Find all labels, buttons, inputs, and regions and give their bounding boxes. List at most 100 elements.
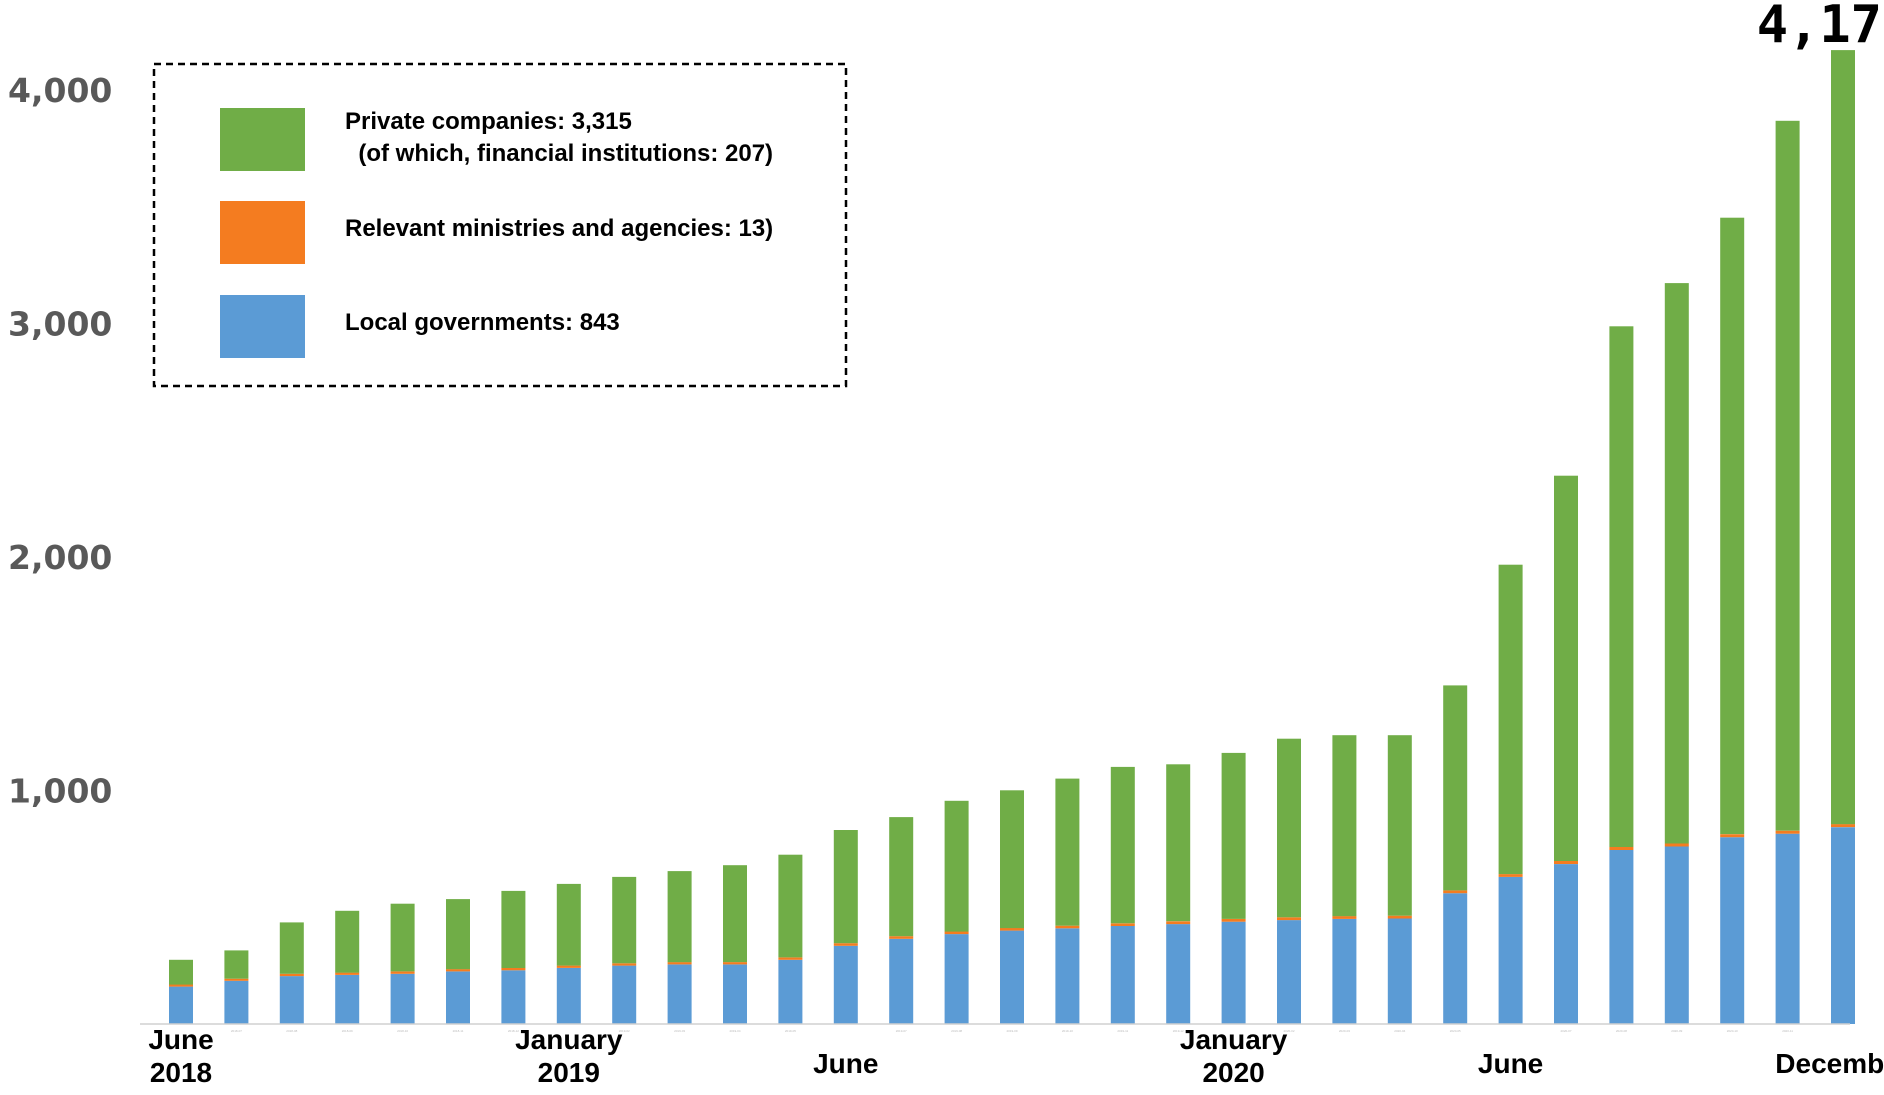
x-minor-tick-label: 2019-03 [674,1029,685,1033]
bar-private-2020-05 [1443,685,1468,891]
x-minor-tick-label: 2020-11 [1782,1029,1793,1033]
bar-ministries-2019-07 [889,936,914,939]
bar-private-2018-09 [335,910,360,973]
x-minor-tick-label: 2018-08 [286,1029,297,1033]
bar-local-2020-12 [1831,827,1855,1024]
x-minor-tick-label: 2020-03 [1339,1029,1350,1033]
bar-private-2020-12 [1831,50,1855,825]
legend-label-ministries: Relevant ministries and agencies: 13) [345,215,773,242]
bar-local-2020-11 [1775,833,1800,1024]
bar-private-2020-03 [1332,735,1357,917]
bar-local-2019-04 [723,964,747,1024]
bar-local-2018-09 [335,975,360,1024]
bar-ministries-2018-12 [501,968,526,971]
bar-ministries-2019-08 [944,931,969,935]
bar-private-2018-08 [279,922,304,974]
bar-local-2020-09 [1664,846,1689,1024]
x-minor-tick-label: 2018-11 [453,1029,464,1033]
bar-ministries-2020-03 [1332,916,1357,919]
bar-private-2019-01 [556,883,581,966]
bar-ministries-2020-01 [1221,918,1246,922]
legend-swatch-ministries [220,201,305,264]
bar-local-2019-07 [889,938,914,1024]
x-minor-tick-label: 2018-12 [508,1029,519,1033]
bar-ministries-2018-08 [279,973,304,977]
bar-local-2020-02 [1277,920,1301,1024]
bar-ministries-2018-11 [446,969,470,972]
bar-local-2018-07 [224,980,249,1024]
bar-local-2019-11 [1110,925,1135,1024]
x-tick-label: June [1478,1048,1543,1079]
bar-private-2019-11 [1110,766,1135,924]
bar-local-2020-01 [1221,921,1246,1024]
bar-ministries-2019-05 [778,957,803,960]
bar-private-2018-07 [224,950,249,979]
bar-local-2019-08 [944,934,969,1024]
x-minor-tick-label: 2020-05 [1450,1029,1461,1033]
bar-ministries-2020-04 [1387,915,1412,919]
bar-local-2019-10 [1055,928,1080,1024]
legend-swatch-private [220,108,305,171]
bar-local-2018-11 [446,971,470,1024]
bar-ministries-2019-02 [612,963,637,966]
bar-private-2020-07 [1554,475,1578,861]
bar-ministries-2019-03 [667,962,692,965]
x-minor-tick-label: 2020-10 [1727,1029,1738,1033]
bar-local-2018-06 [169,986,193,1024]
bar-private-2018-11 [446,899,470,970]
bar-ministries-2018-06 [169,984,193,987]
y-axis-ticks: 1,000 2,000 3,000 4,000 [8,71,112,811]
x-minor-tick-label: 2020-08 [1616,1029,1627,1033]
x-minor-tick-label: 2019-10 [1062,1029,1073,1033]
bar-local-2018-12 [501,970,526,1024]
bar-private-2020-06 [1498,564,1523,875]
bar-local-2019-05 [778,959,803,1024]
x-minor-tick-label: 2018-09 [342,1029,353,1033]
legend-swatch-local [220,295,305,358]
bar-local-2018-08 [279,976,304,1024]
bar-ministries-2020-12 [1831,824,1855,828]
x-minor-tick-label: 2019-05 [785,1029,796,1033]
bar-ministries-2020-02 [1277,917,1301,921]
bar-private-2020-10 [1720,217,1745,835]
bar-private-2019-02 [612,876,637,964]
y-tick-label: 4,000 [8,71,112,110]
bar-local-2020-04 [1387,918,1412,1024]
x-tick-label: January 2020 [1180,1024,1288,1088]
bar-local-2020-07 [1554,864,1578,1024]
bar-ministries-2019-01 [556,965,581,968]
bar-ministries-2018-10 [390,971,415,974]
bar-local-2019-03 [667,964,692,1024]
x-tick-label: June 2018 [148,1024,213,1088]
bar-private-2019-09 [1000,790,1024,929]
x-tick-label: December [1775,1048,1884,1079]
bar-local-2019-01 [556,968,581,1024]
bar-ministries-2018-09 [335,972,360,975]
bar-private-2019-04 [723,865,747,963]
bar-ministries-2020-05 [1443,890,1468,894]
y-tick-label: 3,000 [8,305,112,344]
bar-private-2019-12 [1166,764,1191,922]
bar-private-2020-08 [1609,326,1634,847]
bar-ministries-2020-09 [1664,843,1689,847]
x-minor-tick-label: 2018-07 [231,1029,242,1033]
bar-private-2019-08 [944,800,969,932]
bar-private-2020-02 [1277,738,1301,918]
bar-ministries-2019-06 [833,943,858,946]
bar-private-2018-06 [169,959,193,985]
x-minor-tick-label: 2019-02 [619,1029,630,1033]
x-minor-tick-label: 2019-11 [1117,1029,1128,1033]
x-minor-tick-label: 2019-09 [1006,1029,1017,1033]
bar-local-2020-10 [1720,837,1745,1024]
bar-local-2020-06 [1498,876,1523,1024]
bar-local-2019-09 [1000,930,1024,1024]
bar-ministries-2018-07 [224,978,249,981]
bar-private-2018-10 [390,903,415,972]
x-minor-tick-label: 2018-10 [397,1029,408,1033]
x-minor-tick-label: 2020-02 [1283,1029,1294,1033]
bar-ministries-2019-10 [1055,925,1080,929]
bar-ministries-2020-08 [1609,847,1634,850]
bar-ministries-2020-07 [1554,861,1578,864]
bar-local-2020-05 [1443,893,1468,1024]
